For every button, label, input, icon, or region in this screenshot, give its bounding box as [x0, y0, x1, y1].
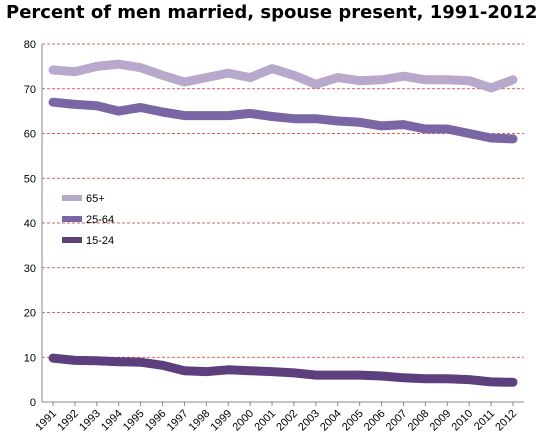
y-tick-label: 70 — [24, 84, 36, 96]
y-tick-label: 80 — [24, 39, 36, 51]
y-tick-label: 10 — [24, 352, 36, 364]
x-tick-label: 2000 — [230, 408, 256, 434]
legend-label: 65+ — [86, 193, 105, 205]
x-tick-label: 2004 — [318, 408, 344, 434]
y-tick-label: 0 — [30, 397, 36, 409]
x-tick-label: 1994 — [99, 408, 125, 434]
x-tick-label: 1992 — [55, 408, 81, 434]
legend: 65+ 25-64 15-24 — [62, 193, 114, 247]
x-tick-label: 2009 — [428, 408, 454, 434]
legend-label: 25-64 — [86, 214, 114, 226]
x-tick-label: 1998 — [187, 408, 213, 434]
y-tick-label: 30 — [24, 263, 36, 275]
x-tick-label: 2010 — [450, 408, 476, 434]
series-line-65- — [48, 59, 518, 93]
x-tick-label: 2011 — [472, 408, 497, 433]
x-tick-label: 2001 — [252, 408, 278, 434]
x-tick-label: 1995 — [121, 408, 147, 434]
y-tick-label: 50 — [24, 173, 36, 185]
y-tick-label: 60 — [24, 129, 36, 141]
x-tick-label: 2007 — [384, 408, 410, 434]
series-line-15-24 — [48, 353, 518, 387]
x-tick-label: 2012 — [493, 408, 519, 434]
series-lines — [48, 59, 518, 387]
x-tick-label: 1991 — [33, 408, 59, 434]
chart-title: Percent of men married, spouse present, … — [6, 2, 538, 23]
x-tick-label: 1993 — [77, 408, 103, 434]
x-tick-label: 1999 — [209, 408, 235, 434]
x-tick-label: 2002 — [274, 408, 300, 434]
x-tick-label: 2005 — [340, 408, 366, 434]
x-tick-label: 2006 — [362, 408, 388, 434]
series-line-25-64 — [48, 97, 518, 144]
y-tick-label: 40 — [24, 218, 36, 230]
x-tick-label: 1996 — [143, 408, 169, 434]
legend-label: 15-24 — [86, 235, 114, 247]
gridlines — [42, 43, 524, 358]
x-tick-label: 1997 — [165, 408, 191, 434]
y-tick-label: 20 — [24, 308, 36, 320]
x-tick-label: 2008 — [406, 408, 432, 434]
x-tick-label: 2003 — [296, 408, 322, 434]
